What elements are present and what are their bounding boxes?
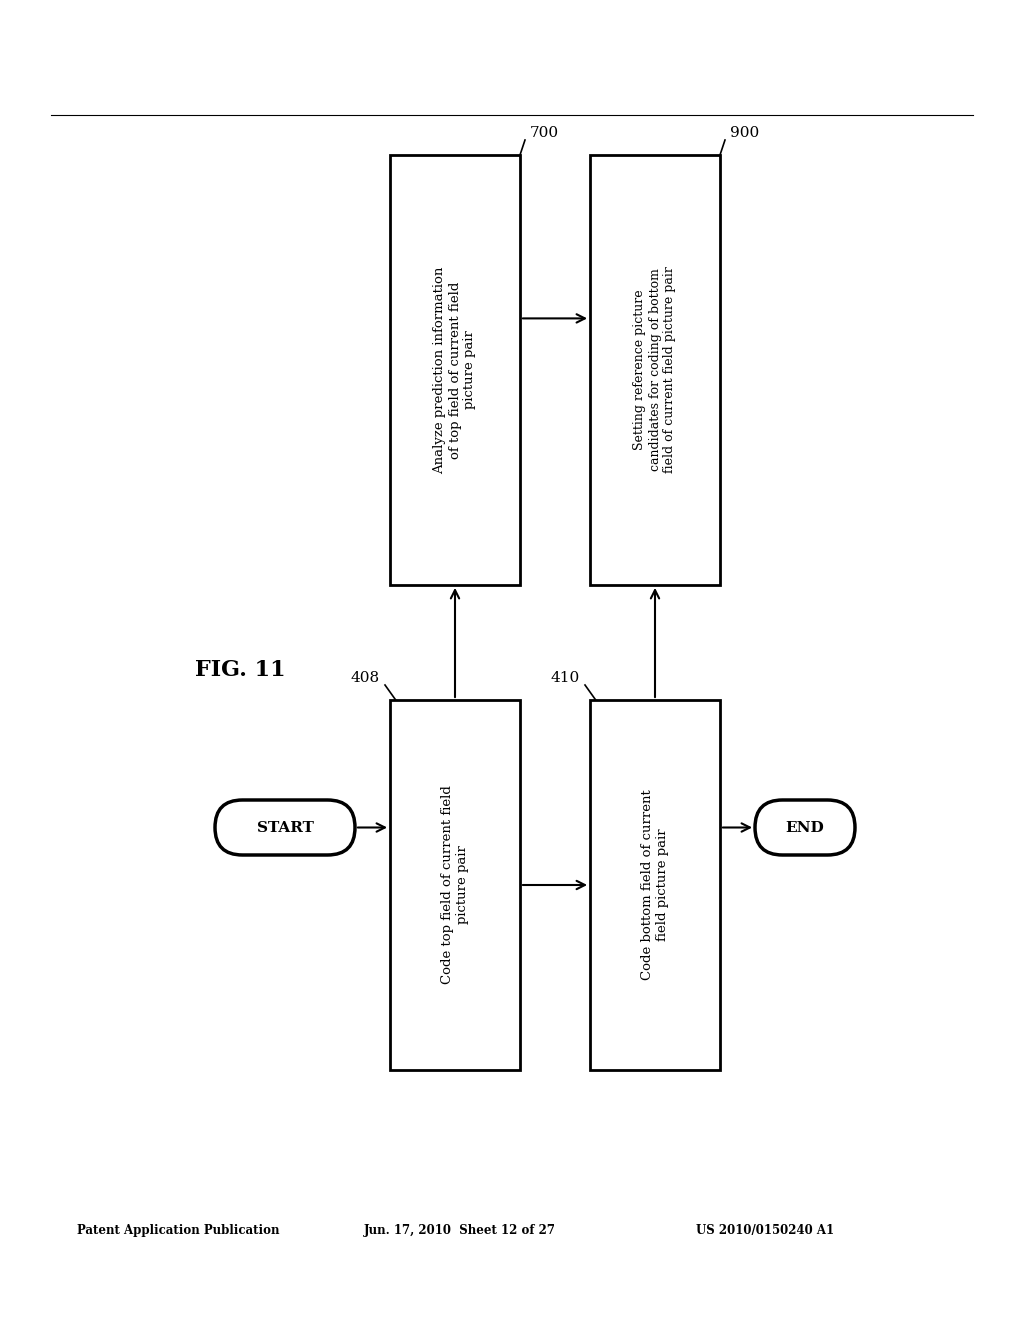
Text: 900: 900 <box>730 125 759 140</box>
Text: 410: 410 <box>551 671 580 685</box>
Text: 700: 700 <box>530 125 559 140</box>
Bar <box>590 700 720 1071</box>
Text: 408: 408 <box>351 671 380 685</box>
Text: START: START <box>257 821 313 834</box>
Text: Code bottom field of current
field picture pair: Code bottom field of current field pictu… <box>641 789 669 981</box>
Text: Setting reference picture
candidates for coding of bottom
field of current field: Setting reference picture candidates for… <box>634 267 677 474</box>
Text: Jun. 17, 2010  Sheet 12 of 27: Jun. 17, 2010 Sheet 12 of 27 <box>364 1224 555 1237</box>
Text: Analyze prediction information
of top field of current field
picture pair: Analyze prediction information of top fi… <box>433 267 476 474</box>
Text: Patent Application Publication: Patent Application Publication <box>77 1224 280 1237</box>
Bar <box>390 154 520 585</box>
Text: US 2010/0150240 A1: US 2010/0150240 A1 <box>696 1224 835 1237</box>
Text: Code top field of current field
picture pair: Code top field of current field picture … <box>441 785 469 985</box>
Text: FIG. 11: FIG. 11 <box>195 659 286 681</box>
Bar <box>590 154 720 585</box>
Bar <box>390 700 520 1071</box>
Text: END: END <box>785 821 824 834</box>
FancyBboxPatch shape <box>755 800 855 855</box>
FancyBboxPatch shape <box>215 800 355 855</box>
